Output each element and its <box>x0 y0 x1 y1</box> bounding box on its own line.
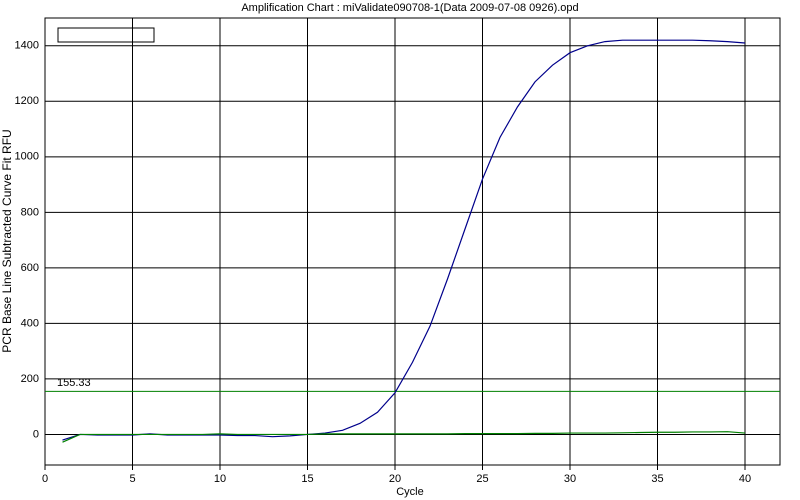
y-tick-label: 800 <box>21 206 39 218</box>
plot-area <box>44 17 781 466</box>
chart-title: Amplification Chart : miValidate090708-1… <box>241 2 578 14</box>
y-tick-label: 200 <box>21 373 39 385</box>
x-tick-label: 5 <box>129 473 135 485</box>
x-axis-label: Cycle <box>396 486 424 498</box>
x-tick-label: 15 <box>301 473 313 485</box>
x-tick-label: 20 <box>389 473 401 485</box>
y-tick-label: 1400 <box>15 40 39 52</box>
x-tick-label: 0 <box>42 473 48 485</box>
x-tick-label: 35 <box>651 473 663 485</box>
x-tick-label: 40 <box>739 473 751 485</box>
legend-box <box>57 27 155 43</box>
x-tick-label: 10 <box>214 473 226 485</box>
y-tick-label: 0 <box>33 428 39 440</box>
y-tick-label: 600 <box>21 262 39 274</box>
x-tick-label: 25 <box>476 473 488 485</box>
x-tick-label: 30 <box>564 473 576 485</box>
y-tick-label: 1200 <box>15 95 39 107</box>
threshold-label: 155.33 <box>57 377 91 389</box>
y-axis-label: PCR Base Line Subtracted Curve Fit RFU <box>0 129 14 352</box>
y-tick-label: 400 <box>21 317 39 329</box>
y-tick-label: 1000 <box>15 151 39 163</box>
data-line <box>62 431 746 443</box>
